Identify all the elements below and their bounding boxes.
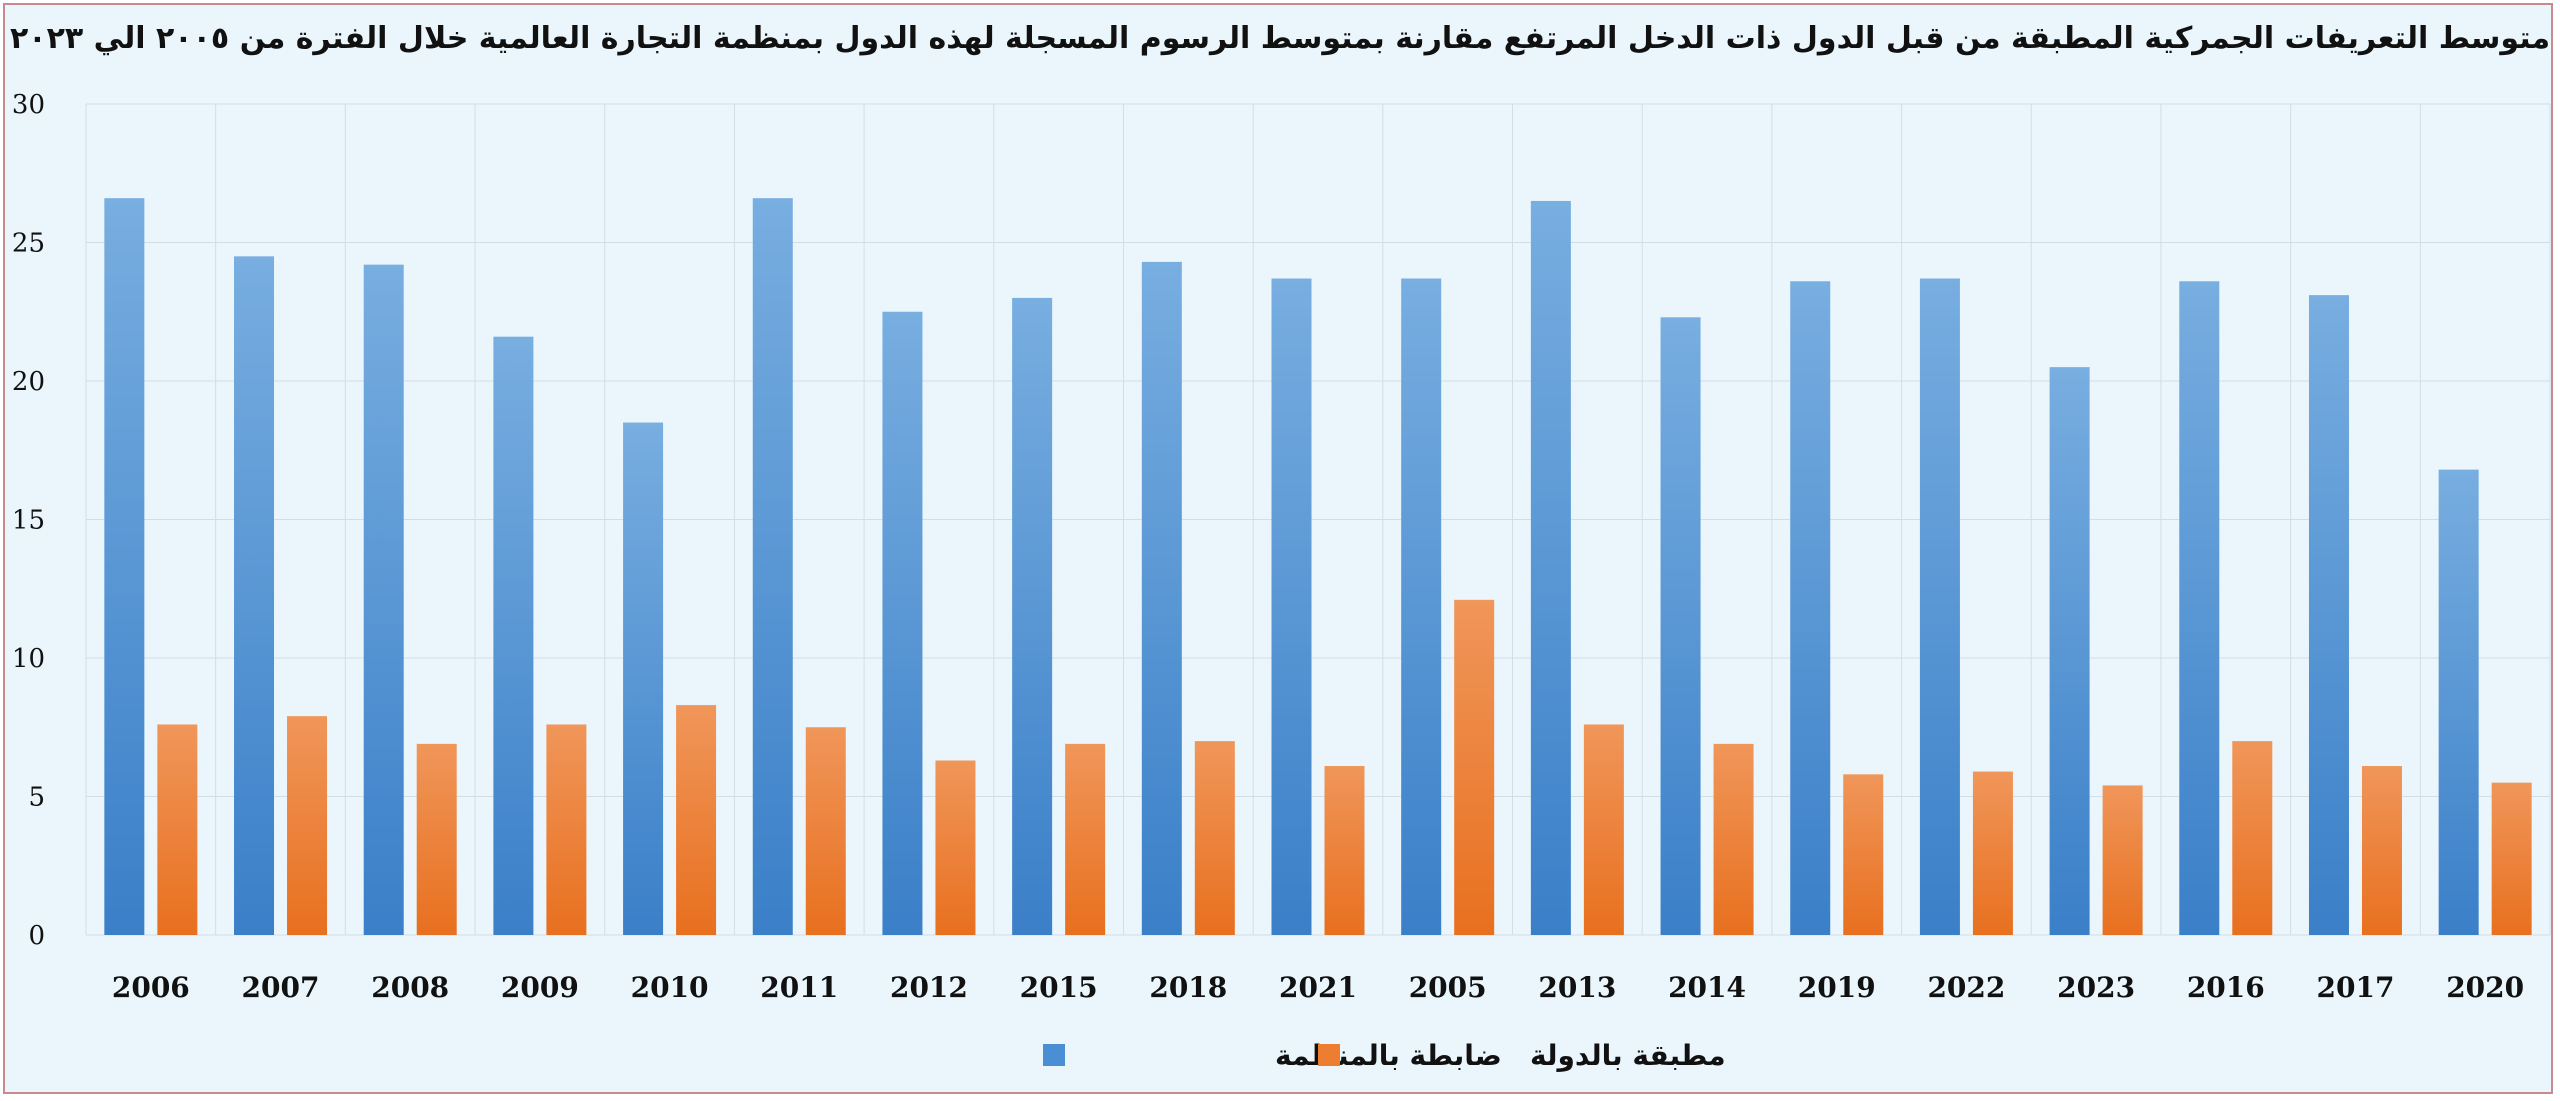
- bar-wto-bound-2023: [2049, 367, 2090, 935]
- x-tick-label: 2012: [890, 971, 968, 1004]
- bar-applied-2010: [676, 705, 717, 935]
- bar-applied-2008: [416, 743, 457, 935]
- x-tick-label: 2005: [1409, 971, 1487, 1004]
- x-tick-label: 2016: [2187, 971, 2265, 1004]
- bar-wto-bound-2019: [1790, 281, 1831, 935]
- bar-wto-bound-2013: [1530, 200, 1571, 935]
- bar-wto-bound-2005: [1401, 278, 1442, 935]
- bar-wto-bound-2020: [2438, 469, 2479, 935]
- bar-wto-bound-2017: [2308, 295, 2349, 935]
- bar-applied-2014: [1713, 743, 1754, 935]
- bar-applied-2017: [2361, 766, 2402, 935]
- bar-applied-2020: [2491, 782, 2532, 935]
- bar-applied-2006: [157, 724, 198, 935]
- bar-applied-2007: [287, 716, 328, 935]
- bar-applied-2023: [2102, 785, 2143, 935]
- x-tick-label: 2020: [2446, 971, 2524, 1004]
- bar-wto-bound-2015: [1012, 297, 1053, 935]
- bar-applied-2013: [1583, 724, 1624, 935]
- bar-wto-bound-2016: [2179, 281, 2220, 935]
- bar-wto-bound-2006: [104, 198, 145, 935]
- legend-label-1: مطبقة بالدولة: [1530, 1039, 1726, 1072]
- bar-wto-bound-2010: [623, 422, 664, 935]
- x-tick-label: 2018: [1149, 971, 1227, 1004]
- x-tick-label: 2006: [112, 971, 190, 1004]
- legend: ضابطة بالمنظمة مطبقة بالدولة: [1043, 1039, 1726, 1072]
- y-tick-label: 5: [28, 783, 45, 813]
- bar-wto-bound-2007: [234, 256, 275, 936]
- bar-wto-bound-2022: [1919, 278, 1960, 935]
- bar-applied-2019: [1843, 774, 1884, 935]
- x-tick-label: 2011: [760, 971, 838, 1004]
- bars: [104, 198, 2532, 936]
- y-axis-ticks: 0 5 10 15 20 25 30: [12, 90, 45, 951]
- bar-wto-bound-2014: [1660, 317, 1701, 935]
- y-tick-label: 25: [12, 229, 45, 259]
- bar-wto-bound-2021: [1271, 278, 1312, 935]
- x-tick-label: 2021: [1279, 971, 1357, 1004]
- y-tick-label: 20: [12, 367, 45, 397]
- bar-applied-2018: [1194, 741, 1235, 935]
- legend-label-0: ضابطة بالمنظمة: [1275, 1039, 1502, 1072]
- x-tick-label: 2015: [1020, 971, 1098, 1004]
- legend-swatch-0: [1043, 1044, 1065, 1066]
- x-tick-label: 2014: [1668, 971, 1746, 1004]
- y-tick-label: 10: [12, 644, 45, 674]
- bar-wto-bound-2009: [493, 336, 534, 935]
- x-tick-label: 2019: [1798, 971, 1876, 1004]
- bar-wto-bound-2012: [882, 311, 923, 935]
- x-tick-label: 2023: [2057, 971, 2135, 1004]
- bar-applied-2009: [546, 724, 587, 935]
- x-tick-label: 2017: [2317, 971, 2395, 1004]
- bar-applied-2012: [935, 760, 976, 935]
- legend-swatch-1: [1318, 1044, 1340, 1066]
- bar-applied-2022: [1972, 771, 2013, 935]
- x-tick-label: 2010: [631, 971, 709, 1004]
- bar-applied-2011: [805, 727, 846, 935]
- x-tick-label: 2009: [501, 971, 579, 1004]
- bar-applied-2015: [1065, 743, 1106, 935]
- bar-wto-bound-2008: [363, 264, 404, 935]
- bar-applied-2021: [1324, 766, 1365, 935]
- x-tick-label: 2008: [371, 971, 449, 1004]
- chart-title: متوسط التعريفات الجمركية المطبقة من قبل …: [10, 21, 2550, 56]
- bar-wto-bound-2018: [1141, 261, 1182, 935]
- bar-wto-bound-2011: [752, 198, 793, 935]
- y-tick-label: 30: [12, 90, 45, 120]
- bar-applied-2016: [2232, 741, 2273, 935]
- x-tick-label: 2007: [242, 971, 320, 1004]
- x-tick-label: 2013: [1538, 971, 1616, 1004]
- y-tick-label: 15: [12, 506, 45, 536]
- bar-applied-2005: [1454, 599, 1495, 935]
- x-tick-label: 2022: [1927, 971, 2005, 1004]
- x-axis-ticks: 2006 2007 2008 2009 2010 2011 2012 2015 2018 2021…: [112, 971, 2524, 1004]
- y-tick-label: 0: [28, 921, 45, 951]
